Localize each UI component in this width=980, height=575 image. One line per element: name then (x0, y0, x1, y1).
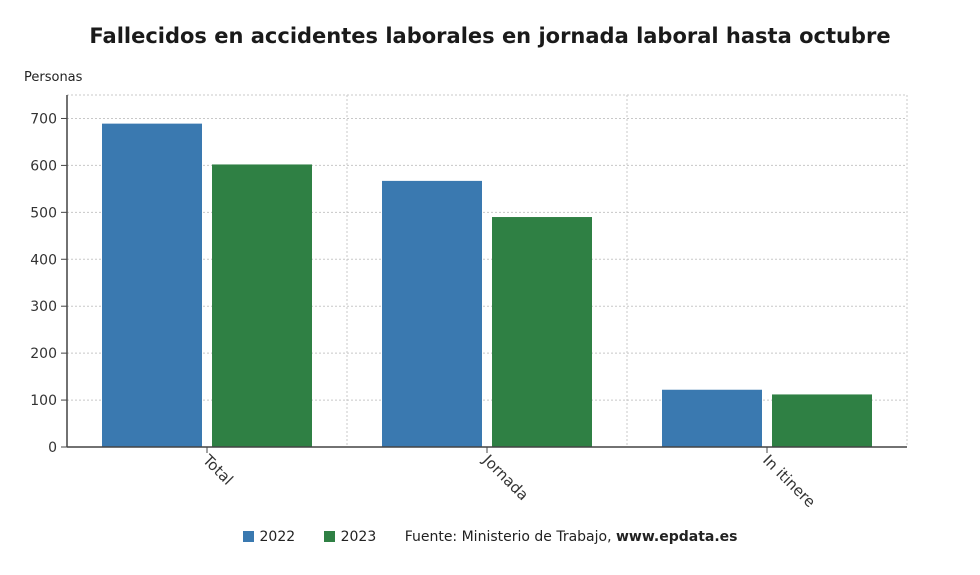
legend-item-2023[interactable]: 2023 (323, 529, 377, 545)
x-tick-label-in-itinere: In itinere (759, 451, 819, 511)
legend-swatch-2022 (242, 531, 254, 542)
bar-2023-jornada (492, 217, 592, 447)
source-note: Fuente: Ministerio de Trabajo, www.epdat… (405, 529, 738, 545)
legend-label-2022: 2022 (259, 529, 296, 545)
grid-lines (67, 94, 908, 447)
x-tick-label-total: Total (198, 450, 236, 488)
y-tick-label-100: 100 (30, 393, 57, 409)
legend-swatch-2023 (323, 531, 335, 542)
bar-2023-in-itinere (772, 394, 872, 447)
bar-2022-jornada (382, 180, 482, 447)
y-tick-label-600: 600 (30, 158, 57, 174)
source-label: Fuente: Ministerio de Trabajo, (404, 529, 612, 545)
legend-item-2022[interactable]: 2022 (242, 529, 296, 545)
x-tick-label-jornada: Jornada (478, 450, 532, 504)
y-tick-label-300: 300 (30, 299, 57, 315)
y-tick-label-200: 200 (30, 346, 57, 362)
y-tick-label-500: 500 (30, 205, 57, 221)
bar-2023-total (212, 164, 312, 447)
y-tick-labels: 0 100 200 300 400 500 600 700 (30, 111, 57, 456)
y-tick-label-0: 0 (48, 440, 57, 456)
legend-label-2023: 2023 (340, 529, 377, 545)
x-tick-labels: Total Jornada In itinere (198, 450, 819, 511)
axes (61, 95, 907, 453)
y-tick-label-700: 700 (30, 111, 57, 127)
bar-2022-in-itinere (662, 389, 762, 447)
chart-title: Fallecidos en accidentes laborales en jo… (89, 24, 891, 48)
y-axis-label: Personas (24, 70, 83, 85)
bars (102, 123, 872, 447)
source-link[interactable]: www.epdata.es (616, 529, 738, 545)
legend: 2022 2023 Fuente: Ministerio de Trabajo,… (0, 529, 980, 545)
bar-2022-total (102, 123, 202, 447)
y-tick-label-400: 400 (30, 252, 57, 268)
